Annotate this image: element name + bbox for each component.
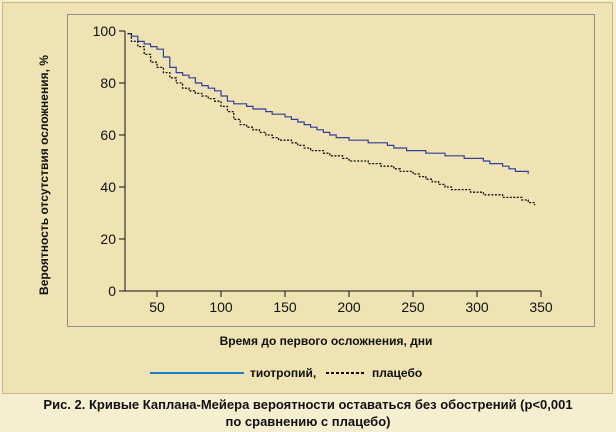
y-axis-title: Вероятность отсутствия осложнения, % bbox=[37, 55, 51, 295]
x-tick-label: 50 bbox=[149, 299, 165, 315]
y-tick-label: 0 bbox=[108, 283, 116, 299]
axes bbox=[124, 31, 541, 292]
y-ticks: 0 20 40 60 80 100 bbox=[93, 23, 125, 299]
x-tick-label: 350 bbox=[529, 299, 553, 315]
x-tick-label: 100 bbox=[209, 299, 233, 315]
caption-line-1: Рис. 2. Кривые Каплана-Мейера вероятност… bbox=[43, 397, 573, 412]
figure-caption: Рис. 2. Кривые Каплана-Мейера вероятност… bbox=[0, 396, 616, 432]
x-axis-title: Время до первого осложнения, дни bbox=[220, 334, 433, 348]
legend: тиотропий, плацебо bbox=[150, 366, 422, 380]
legend-tio-label: тиотропий, bbox=[250, 366, 316, 380]
y-tick-label: 40 bbox=[100, 179, 116, 195]
series-placebo-line bbox=[127, 32, 536, 206]
legend-placebo-label: плацебо bbox=[372, 366, 422, 380]
y-tick-label: 20 bbox=[100, 231, 116, 247]
series-tiotropium-line bbox=[127, 33, 529, 174]
x-ticks: 50 100 150 200 250 300 350 bbox=[149, 291, 553, 315]
caption-line-2: по сравнению с плацебо) bbox=[225, 414, 391, 429]
y-tick-label: 100 bbox=[93, 23, 117, 39]
y-tick-label: 60 bbox=[100, 127, 116, 143]
series-layer bbox=[127, 32, 536, 206]
y-tick-label: 80 bbox=[100, 75, 116, 91]
plot-frame bbox=[67, 14, 595, 327]
x-tick-label: 150 bbox=[273, 299, 297, 315]
x-tick-label: 250 bbox=[401, 299, 425, 315]
x-tick-label: 200 bbox=[337, 299, 361, 315]
x-tick-label: 300 bbox=[465, 299, 489, 315]
